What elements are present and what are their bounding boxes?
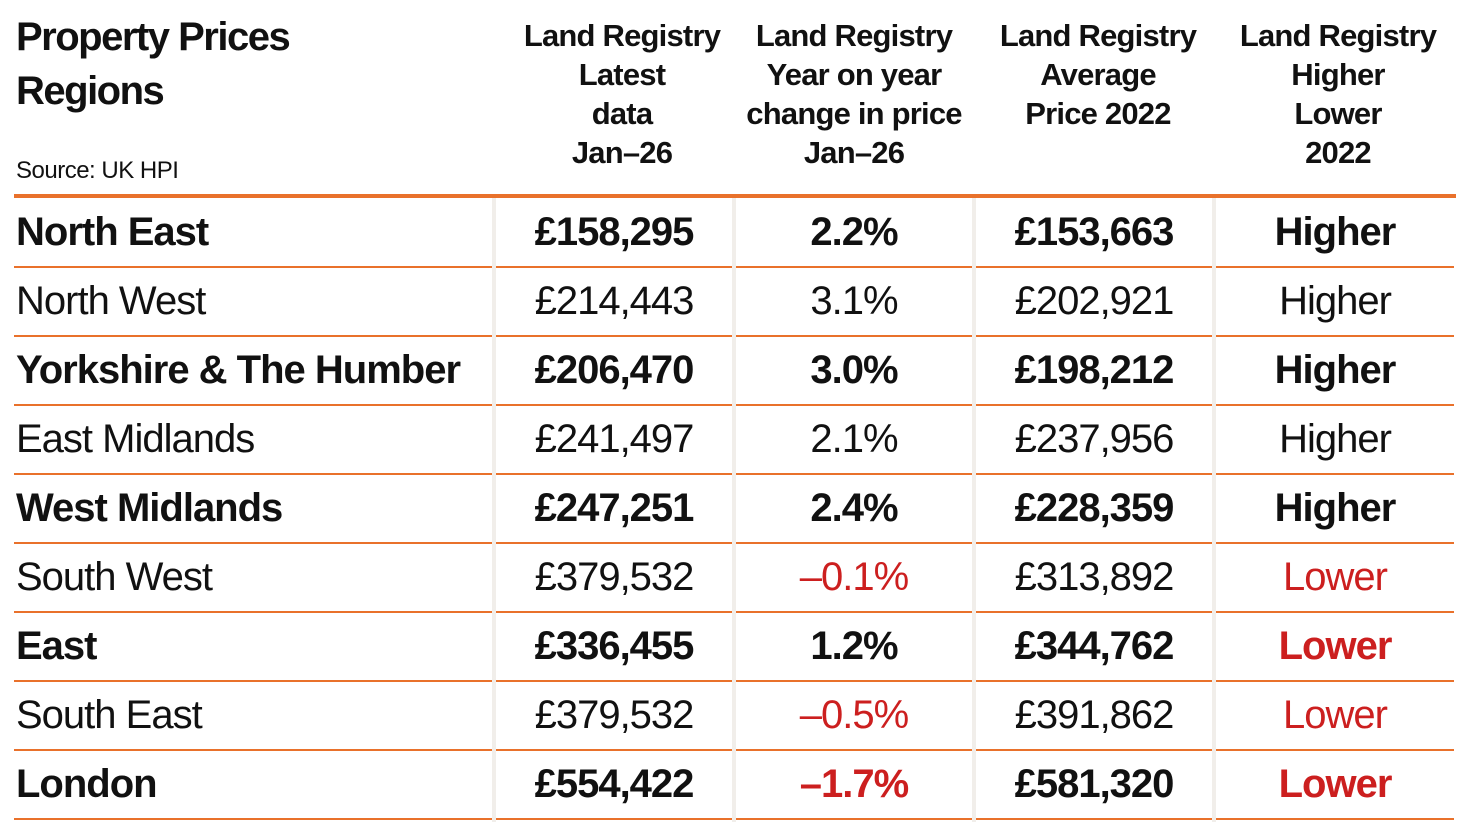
region-cell: South West bbox=[14, 544, 492, 613]
region-cell: East Midlands bbox=[14, 406, 492, 475]
chart-title-line-1: Property Prices bbox=[16, 15, 291, 59]
average-price-2022-cell: £237,956 bbox=[976, 406, 1212, 475]
year-on-year-change-cell: 3.0% bbox=[736, 337, 972, 406]
table-row: North West £214,443 3.1% £202,921 Higher bbox=[14, 268, 1456, 337]
year-on-year-change-cell: 2.1% bbox=[736, 406, 972, 475]
higher-lower-cell: Higher bbox=[1216, 198, 1454, 268]
year-on-year-change-cell: 2.2% bbox=[736, 198, 972, 268]
table-row: East £336,455 1.2% £344,762 Lower bbox=[14, 613, 1456, 682]
average-price-2022-cell: £581,320 bbox=[976, 751, 1212, 820]
header-divider bbox=[14, 194, 1456, 198]
column-header-line: Year on year bbox=[766, 57, 943, 92]
column-header-line: Land Registry bbox=[523, 18, 721, 53]
latest-price-cell: £554,422 bbox=[496, 751, 732, 820]
year-on-year-change-cell: 2.4% bbox=[736, 475, 972, 544]
column-header-line: change in price bbox=[746, 96, 962, 131]
column-header-line: Land Registry bbox=[755, 18, 953, 53]
table-row: East Midlands £241,497 2.1% £237,956 Higher bbox=[14, 406, 1456, 475]
table-row: South West £379,532 –0.1% £313,892 Lower bbox=[14, 544, 1456, 613]
year-on-year-change-cell: –1.7% bbox=[736, 751, 972, 820]
region-cell: East bbox=[14, 613, 492, 682]
average-price-2022-cell: £391,862 bbox=[976, 682, 1212, 751]
latest-price-cell: £247,251 bbox=[496, 475, 732, 544]
column-header-line: Average bbox=[1040, 57, 1156, 92]
average-price-2022-cell: £313,892 bbox=[976, 544, 1212, 613]
table-row: London £554,422 –1.7% £581,320 Lower bbox=[14, 751, 1456, 820]
year-on-year-change-cell: 3.1% bbox=[736, 268, 972, 337]
average-price-2022-cell: £198,212 bbox=[976, 337, 1212, 406]
latest-price-cell: £379,532 bbox=[496, 682, 732, 751]
column-header-line: data bbox=[591, 96, 653, 131]
year-on-year-change-cell: 1.2% bbox=[736, 613, 972, 682]
column-header-line: Price 2022 bbox=[1025, 96, 1171, 131]
column-header-year-on-year: Land Registry Year on year change in pri… bbox=[736, 16, 972, 172]
table-row: North East £158,295 2.2% £153,663 Higher bbox=[14, 198, 1456, 268]
column-header-average-price-2022: Land Registry Average Price 2022 bbox=[978, 16, 1218, 133]
column-header-line: Higher bbox=[1291, 57, 1385, 92]
data-table: North East £158,295 2.2% £153,663 Higher Nort… bbox=[14, 198, 1456, 820]
column-separator bbox=[492, 198, 496, 822]
higher-lower-cell: Lower bbox=[1216, 751, 1454, 820]
higher-lower-cell: Higher bbox=[1216, 268, 1454, 337]
column-separator bbox=[972, 198, 976, 822]
year-on-year-change-cell: –0.1% bbox=[736, 544, 972, 613]
chart-title: Property Prices Regions bbox=[16, 10, 486, 118]
column-header-latest-data: Land Registry Latest data Jan–26 bbox=[496, 16, 748, 172]
column-header-line: Land Registry bbox=[999, 18, 1197, 53]
average-price-2022-cell: £228,359 bbox=[976, 475, 1212, 544]
average-price-2022-cell: £202,921 bbox=[976, 268, 1212, 337]
column-header-line: Jan–26 bbox=[803, 135, 905, 170]
region-cell: North West bbox=[14, 268, 492, 337]
table-row: Yorkshire & The Humber £206,470 3.0% £198,2… bbox=[14, 337, 1456, 406]
latest-price-cell: £336,455 bbox=[496, 613, 732, 682]
column-header-higher-lower-2022: Land Registry Higher Lower 2022 bbox=[1220, 16, 1456, 172]
year-on-year-change-cell: –0.5% bbox=[736, 682, 972, 751]
region-cell: South East bbox=[14, 682, 492, 751]
latest-price-cell: £206,470 bbox=[496, 337, 732, 406]
column-header-line: Land Registry bbox=[1239, 18, 1437, 53]
higher-lower-cell: Higher bbox=[1216, 406, 1454, 475]
table-row: South East £379,532 –0.5% £391,862 Lower bbox=[14, 682, 1456, 751]
latest-price-cell: £214,443 bbox=[496, 268, 732, 337]
higher-lower-cell: Lower bbox=[1216, 544, 1454, 613]
column-separator bbox=[1212, 198, 1216, 822]
latest-price-cell: £241,497 bbox=[496, 406, 732, 475]
region-cell: West Midlands bbox=[14, 475, 492, 544]
region-cell: Yorkshire & The Humber bbox=[14, 337, 492, 406]
average-price-2022-cell: £153,663 bbox=[976, 198, 1212, 268]
higher-lower-cell: Higher bbox=[1216, 475, 1454, 544]
higher-lower-cell: Lower bbox=[1216, 682, 1454, 751]
region-cell: London bbox=[14, 751, 492, 820]
latest-price-cell: £379,532 bbox=[496, 544, 732, 613]
average-price-2022-cell: £344,762 bbox=[976, 613, 1212, 682]
source-note: Source: UK HPI bbox=[16, 157, 179, 184]
column-header-line: Lower bbox=[1294, 96, 1382, 131]
column-header-line: 2022 bbox=[1305, 135, 1372, 170]
column-separator bbox=[732, 198, 736, 822]
column-header-line: Jan–26 bbox=[571, 135, 673, 170]
chart-title-line-2: Regions bbox=[16, 69, 165, 113]
latest-price-cell: £158,295 bbox=[496, 198, 732, 268]
higher-lower-cell: Lower bbox=[1216, 613, 1454, 682]
column-header-line: Latest bbox=[578, 57, 666, 92]
table-row: West Midlands £247,251 2.4% £228,359 Higher bbox=[14, 475, 1456, 544]
region-cell: North East bbox=[14, 198, 492, 268]
higher-lower-cell: Higher bbox=[1216, 337, 1454, 406]
